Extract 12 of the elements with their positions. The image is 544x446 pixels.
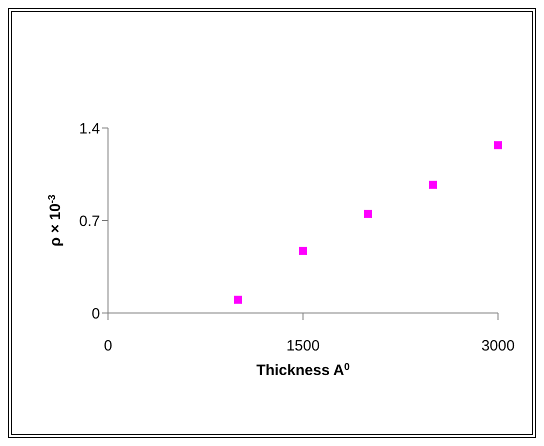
point (364, 210, 372, 218)
point (494, 141, 502, 150)
y-tick-label: 1.4 (79, 120, 100, 138)
x-tick-label: 1500 (286, 338, 320, 355)
x-tick-label: 3000 (481, 338, 515, 355)
y-tick-label: 0 (92, 305, 100, 322)
point (429, 180, 437, 189)
y-tick-label: 0.7 (79, 212, 100, 230)
x-axis-title: Thickness A$^{0}$ (256, 362, 350, 379)
point (299, 246, 307, 255)
x-tick-label: 0 (104, 338, 112, 355)
point (234, 296, 242, 304)
